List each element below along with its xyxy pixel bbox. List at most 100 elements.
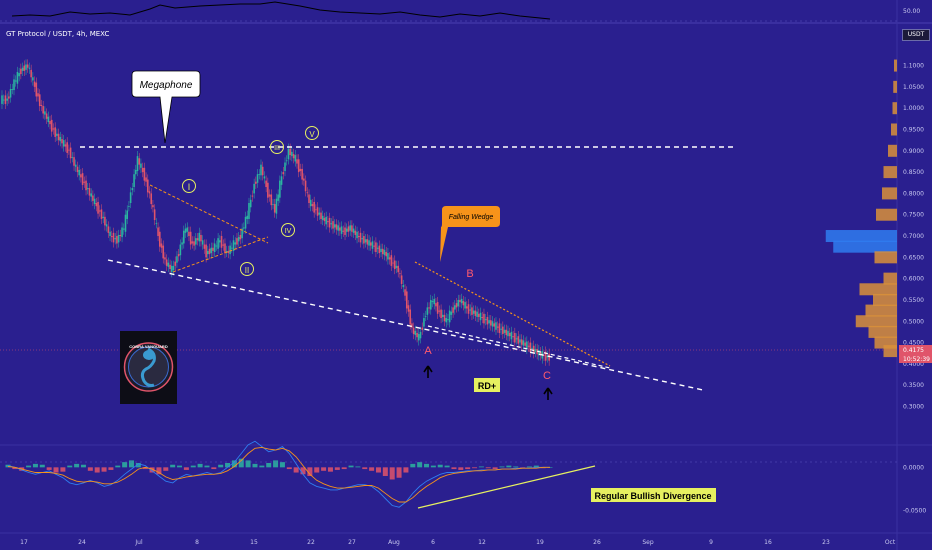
candle-body	[496, 326, 499, 328]
candle-body	[68, 149, 70, 151]
candle-body	[167, 262, 170, 267]
macd-histogram-bar	[451, 467, 457, 470]
time-axis[interactable]: 17 24 Jul 8 15 22 27 Aug 6 12 19 26 Sep 9 16 23 Oct	[20, 539, 896, 546]
candle-body	[515, 338, 518, 340]
time-tick-label: Sep	[642, 539, 654, 546]
time-tick-label: Jul	[134, 539, 143, 546]
macd-tick-label: 0.0000	[903, 464, 924, 471]
macd-histogram-bar	[225, 463, 231, 468]
candle-body	[232, 240, 235, 251]
candle-body	[80, 174, 82, 178]
candle-body	[270, 194, 273, 206]
wave-V-text: V	[309, 130, 315, 139]
macd-histogram-bar	[437, 464, 443, 468]
candle-body	[285, 160, 288, 162]
megaphone-support-line	[107, 259, 704, 391]
candle-body	[522, 340, 525, 346]
label-B: B	[466, 268, 473, 280]
macd-histogram-bar	[163, 467, 169, 471]
candle-body	[220, 236, 223, 248]
candle-body	[440, 309, 442, 319]
candle-body	[122, 228, 125, 230]
price-tick-label: 0.7500	[903, 212, 924, 219]
candle-body	[169, 264, 171, 270]
candle-body	[282, 172, 285, 175]
wave-label-V: V	[305, 126, 319, 140]
divergence-line	[417, 465, 596, 509]
candle-body	[95, 202, 98, 207]
candle-body	[193, 241, 195, 246]
candle-body	[328, 217, 331, 228]
candle-body	[364, 239, 367, 243]
price-tick-label: 0.9000	[903, 148, 924, 155]
candle-body	[38, 94, 41, 107]
volume-profile	[825, 59, 897, 358]
candle-body	[37, 93, 39, 97]
candle-body	[112, 232, 115, 243]
candle-body	[148, 191, 151, 194]
price-tick-label: 0.6500	[903, 254, 924, 261]
time-tick-label: 26	[593, 539, 601, 546]
candle-body	[2, 99, 5, 101]
macd-axis[interactable]: 0.0000 -0.0500	[903, 464, 926, 514]
current-price-tag	[899, 345, 932, 354]
candle-body	[445, 318, 448, 323]
candle-body	[4, 95, 7, 104]
candle-body	[431, 301, 434, 303]
candle-body	[160, 243, 163, 248]
candle-body	[321, 215, 324, 221]
macd-histogram-bar	[540, 467, 546, 469]
candle-body	[452, 307, 454, 313]
candle-body	[128, 206, 130, 207]
candle-body	[162, 245, 165, 259]
volume-profile-bar	[865, 304, 897, 317]
macd-histogram-bar	[334, 467, 340, 470]
volume-profile-bar	[883, 345, 897, 358]
candle-body	[64, 144, 67, 147]
volume-profile-bar	[891, 123, 897, 136]
price-axis[interactable]: 1.1000 1.0500 1.0000 0.9500 0.9000 0.8500 0.80…	[903, 63, 924, 411]
candle-body	[236, 238, 238, 245]
candle-body	[26, 64, 29, 68]
macd-line	[7, 440, 550, 508]
currency-badge[interactable]: USDT	[902, 29, 930, 41]
macd-histogram-bar	[273, 460, 279, 468]
candle-body	[500, 328, 502, 330]
brand-logo: COBRA VANGUARD	[120, 331, 177, 404]
candle-body	[272, 204, 274, 205]
price-tick-label: 0.4000	[903, 361, 924, 368]
macd-histogram-bar	[128, 460, 134, 468]
candle-body	[495, 322, 497, 330]
candle-body	[337, 225, 339, 231]
macd-histogram-bar	[492, 467, 498, 470]
candle-body	[357, 236, 360, 238]
candle-body	[383, 249, 386, 256]
candle-body	[273, 204, 276, 213]
arrow-up-icon	[423, 365, 433, 378]
signal-line	[7, 446, 550, 503]
volume-profile-bar	[883, 166, 897, 179]
candle-body	[400, 275, 403, 284]
candle-body	[469, 309, 472, 311]
price-candles	[1, 59, 550, 366]
candle-body	[174, 261, 177, 266]
macd-histogram-bar	[417, 462, 423, 468]
macd-histogram-bar	[465, 467, 471, 470]
candle-body	[140, 163, 142, 168]
time-tick-label: 27	[348, 539, 356, 546]
macd-histogram-bar	[74, 463, 80, 468]
volume-profile-bar	[873, 293, 897, 306]
candle-body	[363, 236, 365, 244]
price-tick-label: 0.7000	[903, 233, 924, 240]
candle-body	[66, 142, 68, 153]
candle-body	[244, 216, 247, 229]
candle-body	[88, 188, 91, 196]
candle-body	[33, 81, 36, 87]
candle-body	[399, 273, 401, 275]
macd-histogram-bar	[396, 467, 402, 478]
candle-body	[325, 216, 327, 225]
macd-histogram-bar	[513, 466, 519, 468]
candle-body	[397, 265, 400, 273]
macd-histogram-bar	[122, 462, 128, 468]
